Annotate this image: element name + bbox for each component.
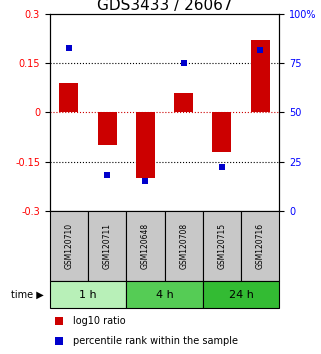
Text: 1 h: 1 h bbox=[79, 290, 97, 300]
Text: log10 ratio: log10 ratio bbox=[73, 316, 126, 326]
Bar bbox=[241, 211, 279, 281]
Bar bbox=[251, 40, 270, 113]
Text: percentile rank within the sample: percentile rank within the sample bbox=[73, 336, 238, 346]
Point bbox=[66, 45, 72, 50]
Point bbox=[181, 61, 186, 66]
Bar bbox=[136, 113, 155, 178]
Text: GSM120708: GSM120708 bbox=[179, 223, 188, 269]
Title: GDS3433 / 26067: GDS3433 / 26067 bbox=[97, 0, 232, 13]
Point bbox=[219, 165, 224, 170]
Text: time ▶: time ▶ bbox=[11, 290, 43, 300]
Text: GSM120716: GSM120716 bbox=[256, 223, 265, 269]
Text: GSM120715: GSM120715 bbox=[217, 223, 226, 269]
Bar bbox=[164, 211, 203, 281]
Bar bbox=[88, 211, 126, 281]
Bar bbox=[203, 211, 241, 281]
Text: GSM120710: GSM120710 bbox=[65, 223, 74, 269]
Bar bbox=[55, 317, 63, 325]
Text: GSM120711: GSM120711 bbox=[103, 223, 112, 269]
Bar bbox=[50, 211, 88, 281]
Text: GSM120648: GSM120648 bbox=[141, 223, 150, 269]
Bar bbox=[203, 281, 279, 308]
Bar bbox=[55, 337, 63, 345]
Bar bbox=[50, 281, 126, 308]
Bar bbox=[98, 113, 117, 145]
Bar bbox=[126, 281, 203, 308]
Bar bbox=[59, 83, 78, 113]
Text: 24 h: 24 h bbox=[229, 290, 254, 300]
Bar bbox=[126, 211, 164, 281]
Bar bbox=[174, 93, 193, 113]
Point bbox=[257, 47, 263, 52]
Bar bbox=[212, 113, 231, 152]
Text: 4 h: 4 h bbox=[156, 290, 173, 300]
Point bbox=[105, 172, 110, 178]
Point bbox=[143, 178, 148, 184]
